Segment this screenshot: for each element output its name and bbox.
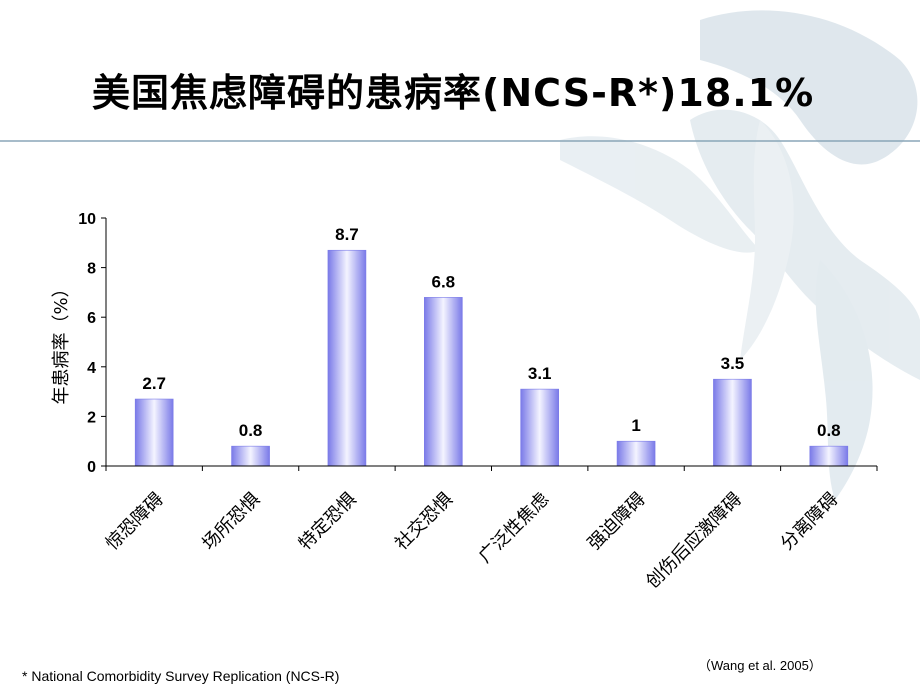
y-axis-title: 年患病率（%） bbox=[51, 279, 72, 404]
bar-6 bbox=[616, 440, 656, 467]
value-label-7: 3.5 bbox=[721, 354, 745, 373]
value-label-6: 1 bbox=[631, 416, 640, 435]
y-tick-label: 6 bbox=[87, 310, 96, 327]
bar-8 bbox=[809, 445, 849, 467]
category-label-7: 创伤后应激障碍 bbox=[642, 489, 746, 593]
value-label-3: 8.7 bbox=[335, 225, 359, 244]
category-label-3: 特定恐惧 bbox=[295, 489, 361, 555]
y-tick-label: 8 bbox=[87, 261, 96, 278]
value-labels: 2.7 0.8 8.7 6.8 3.1 1 3.5 0.8 bbox=[142, 225, 840, 440]
axes bbox=[105, 218, 878, 471]
value-label-1: 2.7 bbox=[142, 374, 166, 393]
y-tick-label: 0 bbox=[87, 459, 96, 476]
bar-2 bbox=[231, 445, 270, 467]
citation: （Wang et al. 2005） bbox=[698, 658, 822, 673]
bar-3 bbox=[327, 249, 367, 467]
category-label-8: 分离障碍 bbox=[777, 489, 843, 555]
bar-1 bbox=[134, 398, 174, 467]
y-axis-ticks: 0 2 4 6 8 10 bbox=[78, 211, 106, 476]
value-label-5: 3.1 bbox=[528, 364, 552, 383]
y-tick-label: 10 bbox=[78, 211, 96, 228]
y-tick-label: 4 bbox=[87, 360, 96, 377]
value-label-8: 0.8 bbox=[817, 421, 841, 440]
value-label-4: 6.8 bbox=[431, 272, 455, 291]
category-label-2: 场所恐惧 bbox=[198, 489, 264, 555]
bar-4 bbox=[424, 297, 463, 467]
y-tick-label: 2 bbox=[87, 409, 96, 426]
bar-7 bbox=[713, 378, 752, 467]
bar-5 bbox=[520, 388, 559, 467]
footnote: * National Comorbidity Survey Replicatio… bbox=[22, 668, 340, 684]
category-label-5: 广泛性焦虑 bbox=[475, 489, 553, 567]
category-label-6: 强迫障碍 bbox=[584, 489, 650, 555]
dancer-watermark bbox=[560, 10, 920, 500]
slide-title: 美国焦虑障碍的患病率(NCS-R*)18.1% bbox=[92, 71, 815, 115]
category-label-1: 惊恐障碍 bbox=[102, 489, 168, 555]
category-label-4: 社交恐惧 bbox=[391, 489, 457, 555]
value-label-2: 0.8 bbox=[239, 421, 263, 440]
bars bbox=[134, 249, 849, 467]
